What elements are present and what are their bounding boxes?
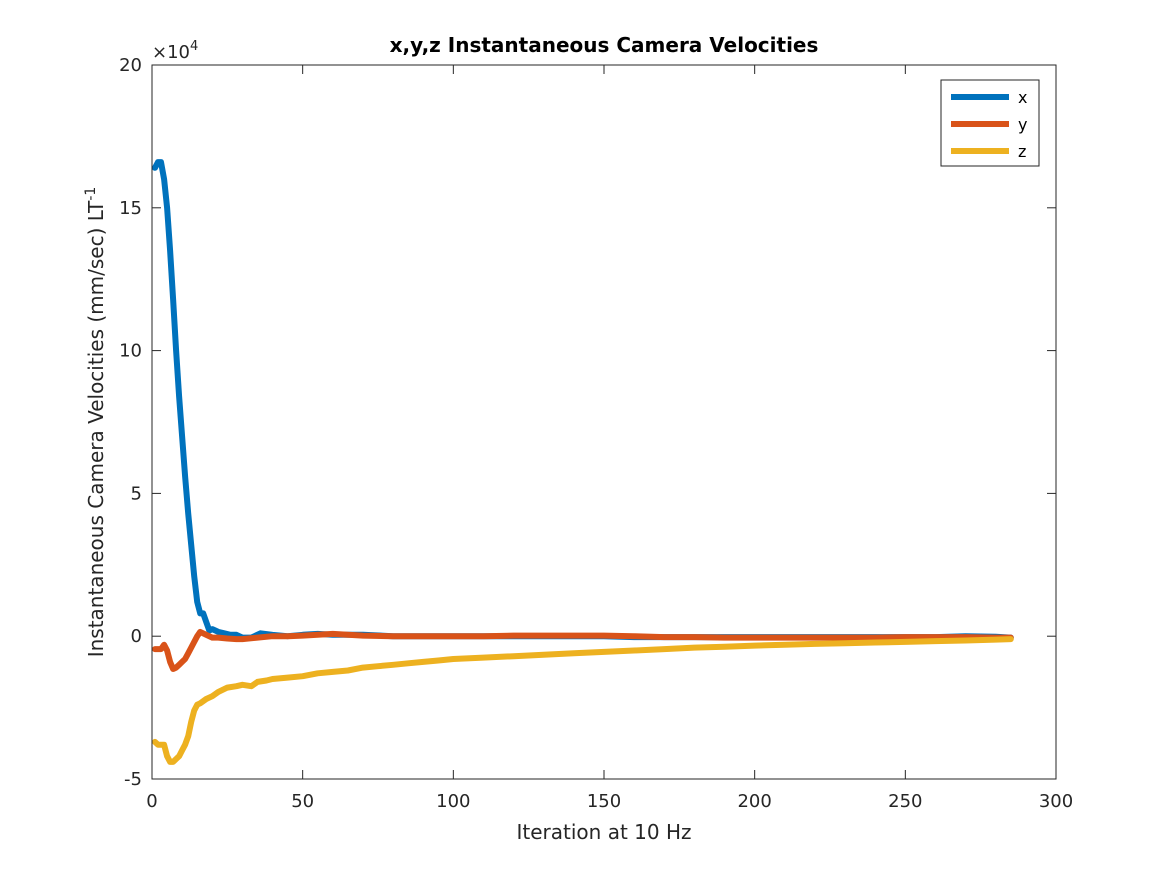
series-line-z — [152, 636, 1014, 765]
series-line-x — [152, 159, 1014, 641]
y-tick-label: 0 — [131, 626, 142, 647]
x-tick-label: 200 — [737, 791, 771, 812]
x-tick-label: 250 — [888, 791, 922, 812]
y-axis-label: Instantaneous Camera Velocities (mm/sec)… — [83, 187, 108, 658]
x-tick-label: 0 — [146, 791, 157, 812]
legend-label-y: y — [1018, 115, 1027, 134]
axes-box — [151, 64, 1057, 780]
y-tick-label: -5 — [124, 769, 142, 790]
legend: xyz — [940, 79, 1040, 167]
legend-label-z: z — [1018, 142, 1026, 161]
y-exponent-label: ×104 — [152, 39, 198, 63]
x-tick-label: 150 — [587, 791, 621, 812]
y-tick-label: 15 — [119, 198, 142, 219]
series-line-y — [152, 628, 1014, 672]
x-tick-label: 100 — [436, 791, 470, 812]
y-tick-label: 5 — [131, 483, 142, 504]
x-tick-label: 300 — [1039, 791, 1073, 812]
y-tick-label: 20 — [119, 55, 142, 76]
series-layer — [152, 159, 1014, 765]
y-tick-label: 10 — [119, 341, 142, 362]
legend-label-x: x — [1018, 88, 1027, 107]
chart-title: x,y,z Instantaneous Camera Velocities — [390, 33, 819, 57]
x-tick-label: 50 — [291, 791, 314, 812]
x-axis-label: Iteration at 10 Hz — [517, 820, 692, 844]
